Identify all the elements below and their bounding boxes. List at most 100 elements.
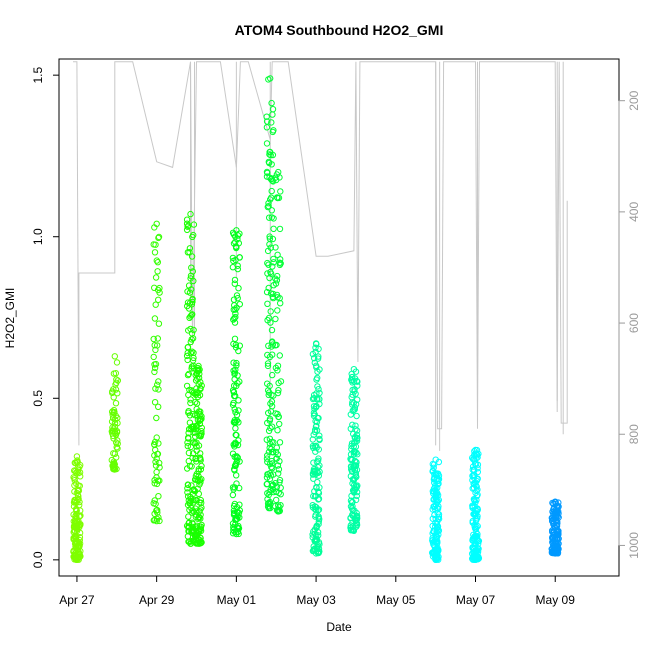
data-point — [234, 265, 242, 273]
data-point — [352, 462, 360, 469]
data-point — [195, 408, 203, 415]
data-point — [155, 233, 163, 241]
data-point — [471, 533, 478, 540]
data-point — [233, 382, 240, 390]
data-point — [232, 310, 239, 317]
data-point — [471, 523, 478, 530]
data-point — [185, 370, 193, 378]
data-point — [233, 362, 240, 369]
data-point — [151, 399, 159, 406]
data-point — [552, 550, 559, 557]
data-point — [471, 448, 478, 455]
data-point — [314, 355, 322, 362]
data-point — [194, 416, 202, 424]
right-tick-label: 1000 — [627, 532, 641, 559]
data-point — [113, 376, 120, 383]
data-point — [432, 556, 439, 563]
data-point — [431, 549, 438, 556]
data-point — [309, 504, 317, 511]
data-point — [272, 448, 280, 456]
data-point — [77, 473, 84, 480]
data-point — [263, 140, 271, 147]
data-point — [195, 362, 202, 370]
data-point — [194, 393, 202, 401]
data-point — [266, 233, 273, 240]
data-point — [75, 482, 82, 489]
data-point — [350, 366, 358, 373]
data-point — [269, 106, 277, 113]
data-point — [231, 510, 238, 517]
data-point — [311, 468, 318, 475]
data-point — [190, 349, 197, 356]
data-point — [273, 291, 281, 299]
data-point — [185, 391, 192, 399]
data-point — [275, 508, 282, 515]
data-point — [430, 464, 437, 471]
data-point — [77, 507, 84, 514]
data-point — [234, 295, 241, 302]
data-point — [268, 194, 275, 201]
data-point — [313, 376, 320, 383]
data-point — [353, 412, 360, 420]
data-point — [352, 426, 359, 433]
data-point — [195, 442, 203, 449]
data-point — [315, 455, 322, 462]
data-point — [312, 537, 319, 544]
data-point — [196, 370, 203, 378]
data-point — [184, 439, 191, 446]
data-point — [233, 431, 240, 439]
data-point — [189, 268, 197, 275]
data-point — [276, 259, 283, 266]
data-point — [233, 459, 240, 466]
data-point — [347, 497, 355, 504]
data-point — [312, 417, 319, 425]
data-point — [154, 335, 162, 342]
data-point — [189, 523, 197, 531]
data-point — [188, 264, 195, 271]
data-point — [549, 517, 556, 524]
data-point — [233, 359, 240, 367]
data-point — [192, 473, 200, 480]
data-point — [472, 446, 479, 454]
data-point — [312, 467, 319, 474]
data-point — [354, 434, 361, 442]
data-point — [312, 340, 320, 347]
data-point — [151, 368, 158, 376]
data-point — [264, 259, 271, 267]
data-point — [314, 396, 321, 403]
data-point — [184, 481, 192, 489]
data-point — [184, 371, 192, 379]
data-point — [155, 493, 162, 500]
data-point — [191, 429, 199, 436]
data-point — [112, 386, 120, 393]
data-point — [434, 515, 442, 522]
data-point — [474, 546, 481, 554]
data-point — [188, 336, 195, 343]
data-point — [315, 545, 323, 552]
data-point — [352, 422, 359, 429]
data-point — [276, 225, 284, 233]
data-point — [74, 522, 81, 529]
data-point — [184, 489, 191, 496]
data-point — [474, 533, 481, 540]
data-point — [154, 342, 161, 349]
data-point — [114, 377, 122, 384]
data-point — [272, 280, 280, 287]
data-point — [233, 292, 241, 299]
data-point — [349, 507, 357, 514]
data-point — [311, 530, 319, 537]
data-point — [310, 391, 318, 399]
data-point — [190, 497, 197, 504]
data-point — [187, 210, 194, 218]
x-axis: Apr 27 Apr 29 May 01 May 03 May 05 May 07 May … — [59, 575, 576, 607]
data-point — [150, 335, 157, 343]
data-point — [352, 470, 360, 477]
x-tick-label: May 09 — [536, 593, 576, 607]
data-point — [184, 344, 192, 351]
data-point — [197, 433, 204, 440]
data-point — [265, 200, 272, 207]
data-point — [111, 408, 118, 416]
data-point — [236, 342, 244, 349]
data-point — [233, 304, 240, 311]
data-point — [151, 361, 158, 368]
